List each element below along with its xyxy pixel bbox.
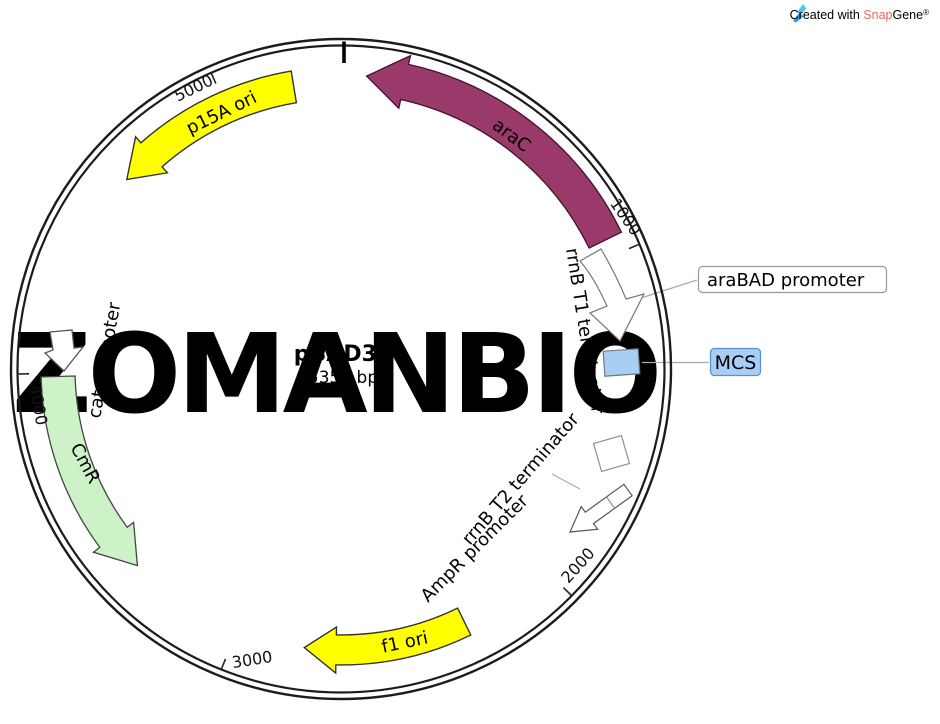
- plasmid-size: 5352 bp: [308, 368, 378, 388]
- terminator-square: [592, 434, 631, 473]
- mcs-callout: MCS: [709, 347, 762, 377]
- feature-f1-ori-arrow: [303, 607, 472, 675]
- mcs-callout-label: MCS: [715, 352, 757, 374]
- watermark: ZOMANBIO: [12, 310, 658, 438]
- arabad-promoter-callout: araBAD promoter: [697, 265, 888, 294]
- mcs-box: [602, 348, 641, 377]
- tick-label-2000: 2000: [557, 544, 598, 587]
- plasmid-title: pBAD33: [294, 342, 392, 367]
- plasmid-outer-ring: [9, 37, 673, 701]
- feature-cmr-arrow: [40, 375, 139, 567]
- attribution-registered: ®: [923, 8, 929, 17]
- arabad-promoter-arrow: [579, 248, 646, 342]
- terminator-leader: [551, 473, 581, 490]
- snapgene-icon: [793, 4, 807, 23]
- cat-promoter-arrow: [43, 329, 85, 372]
- arabad-promoter-leader: [640, 279, 698, 299]
- ampr-promoter-label: AmpR promoter: [417, 490, 533, 606]
- svg-text:Created with SnapGene®: Created with SnapGene®: [790, 8, 929, 22]
- tick-2000: [562, 587, 573, 597]
- snapgene-attribution: Created with SnapGene®: [790, 4, 929, 23]
- feature-arac-arrow: [365, 54, 623, 249]
- attribution-brand-gene: Gene: [893, 8, 924, 22]
- tick-5000: [210, 72, 217, 84]
- tick-label-3000: 3000: [231, 647, 274, 672]
- arabad-promoter-callout-label: araBAD promoter: [707, 270, 865, 291]
- feature-p15a-ori-arrow: [125, 70, 298, 181]
- attribution-created-with: Created with: [790, 8, 864, 22]
- ampr-promoter-arrow: [569, 483, 633, 533]
- attribution-brand-snap: Snap: [863, 8, 892, 22]
- tick-1000: [628, 243, 641, 250]
- ampr-promoter-arrow-divider: [606, 496, 616, 509]
- plasmid-inner-ring: [16, 44, 666, 694]
- tick-3000: [220, 658, 227, 671]
